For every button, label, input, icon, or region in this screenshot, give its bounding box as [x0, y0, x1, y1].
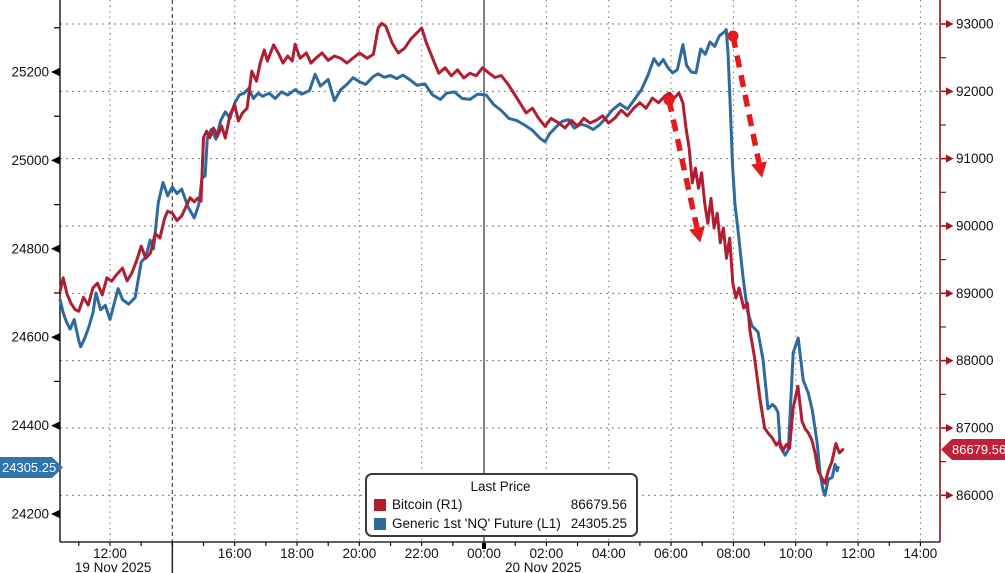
right-tick-arrow-icon	[946, 289, 954, 298]
last-price-badge-bitcoin: 86679.56	[941, 439, 1005, 461]
time-axis-label: 00:00	[467, 546, 501, 561]
crash-arrow-head-icon	[751, 161, 767, 178]
date-axis-label: 19 Nov 2025	[75, 560, 152, 573]
crash-arrow-origin-dot	[727, 30, 739, 42]
crash-arrow-shaft	[730, 35, 762, 164]
left-tick-arrow-icon	[51, 510, 60, 518]
right-tick-arrow-icon	[946, 87, 954, 96]
price-line-bitcoin	[58, 21, 845, 485]
crash-arrow-shaft	[666, 99, 700, 229]
time-axis-label: 04:00	[592, 546, 626, 561]
crash-arrow-head-icon	[689, 226, 705, 243]
last-price-badge-nq: 24305.25	[0, 456, 63, 478]
left-axis-label: 24200	[11, 507, 49, 522]
legend-value: 86679.56	[570, 497, 627, 512]
left-tick-arrow-icon	[51, 244, 60, 253]
date-axis-label: 20 Nov 2025	[505, 560, 582, 573]
left-axis-label: 24400	[11, 418, 49, 433]
chart-legend: Last Price Bitcoin (R1) 86679.56 Generic…	[365, 473, 638, 537]
legend-label: Generic 1st 'NQ' Future (L1)	[392, 516, 561, 531]
time-axis-label: 18:00	[280, 546, 314, 561]
right-axis-label: 92000	[956, 84, 994, 99]
time-axis-label: 06:00	[654, 546, 688, 561]
legend-title: Last Price	[470, 479, 531, 494]
bitcoin-color-chip	[374, 498, 386, 511]
right-axis-label: 88000	[956, 353, 994, 368]
right-axis-label: 87000	[956, 420, 994, 435]
price-line-nq-future	[58, 28, 840, 497]
nq-color-chip	[374, 517, 386, 530]
right-axis-label: 91000	[956, 151, 994, 166]
right-axis-label: 89000	[956, 286, 994, 301]
right-axis-label: 93000	[956, 17, 994, 32]
right-tick-arrow-icon	[946, 491, 954, 500]
time-axis-label: 20:00	[342, 546, 376, 561]
left-axis-label: 25200	[11, 65, 49, 80]
left-axis-label: 24800	[11, 241, 49, 256]
right-tick-arrow-icon	[946, 20, 954, 28]
time-axis-label: 12:00	[841, 546, 875, 561]
crash-arrow-origin-dot	[663, 94, 675, 106]
time-axis-label: 14:00	[904, 546, 938, 561]
legend-label: Bitcoin (R1)	[392, 497, 463, 512]
left-axis-label: 25000	[11, 153, 49, 168]
right-tick-arrow-icon	[946, 221, 954, 230]
time-axis-label: 16:00	[218, 546, 252, 561]
time-axis-label: 08:00	[717, 546, 751, 561]
right-tick-arrow-icon	[946, 154, 954, 163]
legend-value: 24305.25	[570, 516, 627, 531]
right-axis-label: 90000	[956, 218, 994, 233]
time-axis-label: 12:00	[93, 546, 127, 561]
left-tick-arrow-icon	[51, 421, 60, 430]
left-axis-label: 24600	[11, 330, 49, 345]
left-tick-arrow-icon	[51, 156, 60, 165]
legend-item-nq-future[interactable]: Generic 1st 'NQ' Future (L1) 24305.25	[374, 514, 627, 533]
legend-item-bitcoin[interactable]: Bitcoin (R1) 86679.56	[374, 495, 627, 514]
time-axis-label: 10:00	[779, 546, 813, 561]
right-tick-arrow-icon	[946, 356, 954, 365]
right-axis-label: 86000	[956, 488, 994, 503]
left-tick-arrow-icon	[51, 68, 60, 76]
time-axis-label: 22:00	[405, 546, 439, 561]
left-tick-arrow-icon	[51, 333, 60, 342]
time-axis-label: 02:00	[529, 546, 563, 561]
right-tick-arrow-icon	[946, 423, 954, 432]
